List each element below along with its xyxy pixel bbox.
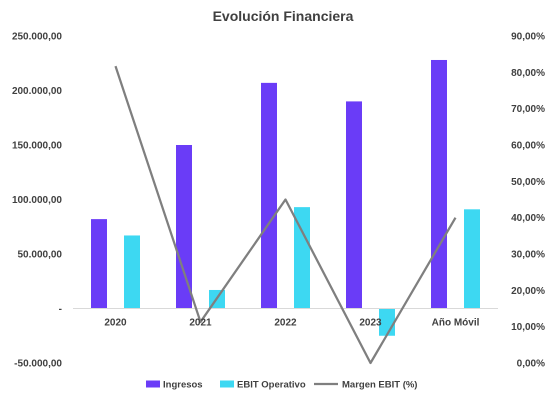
legend-label: Ingresos: [163, 380, 203, 391]
left-tick-label: 150.000,00: [12, 141, 62, 152]
bar-ingresos-2: [261, 82, 277, 309]
category-label: 2022: [274, 318, 297, 329]
left-tick-label: -: [59, 304, 62, 315]
left-tick-label: 50.000,00: [18, 250, 63, 261]
bar-ingresos-0: [91, 219, 107, 309]
left-tick-label: 200.000,00: [12, 86, 62, 97]
chart-title: Evolución Financiera: [213, 8, 354, 24]
line-layer: [114, 65, 457, 365]
right-tick-label: 30,00%: [511, 250, 545, 261]
right-tick-label: 20,00%: [511, 286, 545, 297]
left-axis: 250.000,00 200.000,00 150.000,00 100.000,00…: [12, 32, 62, 370]
bar-ingresos-1: [176, 145, 192, 309]
right-tick-label: 40,00%: [511, 213, 545, 224]
bar-ingresos-4: [431, 59, 447, 309]
left-tick-label: -50.000,00: [14, 359, 62, 370]
bar-ingresos-3: [346, 101, 362, 309]
legend-label: Margen EBIT (%): [342, 380, 417, 391]
category-label: Año Móvil: [432, 318, 480, 329]
right-tick-label: 90,00%: [511, 32, 545, 43]
right-tick-label: 10,00%: [511, 322, 545, 333]
left-tick-label: 250.000,00: [12, 32, 62, 43]
category-axis: 2020 2021 2022 2023 Año Móvil: [104, 318, 479, 329]
right-tick-label: 0,00%: [517, 359, 545, 370]
category-label: 2023: [359, 318, 382, 329]
bar-ebit-0: [124, 235, 140, 309]
left-tick-label: 100.000,00: [12, 195, 62, 206]
right-tick-label: 50,00%: [511, 177, 545, 188]
right-tick-label: 70,00%: [511, 104, 545, 115]
right-tick-label: 60,00%: [511, 141, 545, 152]
bar-ebit-4: [464, 209, 480, 309]
right-tick-label: 80,00%: [511, 68, 545, 79]
right-axis: 90,00% 80,00% 70,00% 60,00% 50,00% 40,00% 30,0…: [511, 32, 545, 370]
legend: Ingresos EBIT Operativo Margen EBIT (%): [146, 380, 417, 391]
bar-ebit-2: [294, 207, 310, 309]
legend-label: EBIT Operativo: [237, 380, 306, 391]
line-margen-ebit: [114, 65, 457, 365]
legend-swatch: [220, 380, 234, 388]
category-label: 2021: [189, 318, 212, 329]
bars-layer: [91, 59, 480, 336]
category-label: 2020: [104, 318, 127, 329]
legend-swatch: [146, 380, 160, 388]
